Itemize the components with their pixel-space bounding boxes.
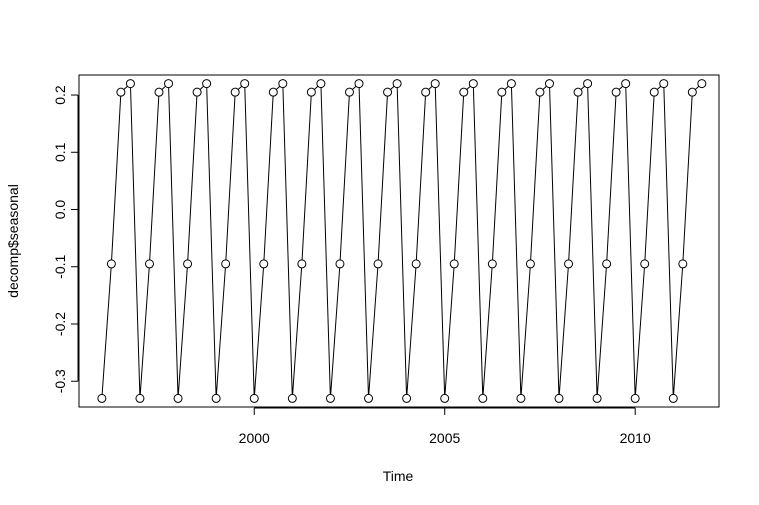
data-point	[678, 259, 688, 269]
data-point	[230, 87, 240, 97]
data-point	[106, 259, 116, 269]
data-point	[411, 259, 421, 269]
data-point	[164, 79, 174, 89]
data-point	[144, 259, 154, 269]
data-point	[373, 259, 383, 269]
plot-box	[78, 74, 720, 408]
y-tick-label: -0.2	[52, 312, 68, 336]
data-point	[354, 79, 364, 89]
data-point	[659, 79, 669, 89]
x-tick-label: 2000	[239, 430, 270, 446]
data-point	[116, 87, 126, 97]
data-point	[449, 259, 459, 269]
data-point	[306, 87, 316, 97]
data-point	[211, 393, 221, 403]
data-point	[478, 393, 488, 403]
data-point	[383, 87, 393, 97]
data-point	[649, 87, 659, 97]
data-point	[516, 393, 526, 403]
data-point	[554, 393, 564, 403]
x-tick-label: 2010	[620, 430, 651, 446]
series-layer	[97, 79, 707, 403]
x-axis: 2000 2005 2010	[239, 407, 651, 446]
data-point	[421, 87, 431, 97]
data-point	[268, 87, 278, 97]
y-tick-label: -0.1	[52, 254, 68, 278]
data-point	[621, 79, 631, 89]
data-point	[402, 393, 412, 403]
data-point	[468, 79, 478, 89]
data-point	[630, 393, 640, 403]
data-point	[192, 87, 202, 97]
data-point	[344, 87, 354, 97]
data-point	[611, 87, 621, 97]
data-point	[325, 393, 335, 403]
data-point	[135, 393, 145, 403]
y-tick-label: -0.3	[52, 369, 68, 393]
data-point	[535, 87, 545, 97]
y-tick-label: 0.1	[52, 142, 68, 162]
data-point	[240, 79, 250, 89]
data-point	[221, 259, 231, 269]
y-tick-label: 0.2	[52, 85, 68, 105]
data-point	[592, 393, 602, 403]
data-point	[487, 259, 497, 269]
data-point	[697, 79, 707, 89]
x-tick-label: 2005	[429, 430, 460, 446]
data-point	[259, 259, 269, 269]
data-point	[287, 393, 297, 403]
data-point	[459, 87, 469, 97]
data-point	[573, 87, 583, 97]
data-point	[602, 259, 612, 269]
data-point	[97, 393, 107, 403]
data-point	[364, 393, 374, 403]
data-point	[154, 87, 164, 97]
data-point	[583, 79, 593, 89]
data-point	[497, 87, 507, 97]
data-point	[440, 393, 450, 403]
data-point	[202, 79, 212, 89]
data-point	[430, 79, 440, 89]
data-point	[125, 79, 135, 89]
y-axis: -0.3 -0.2 -0.1 0.0 0.1 0.2	[52, 85, 79, 393]
data-point	[183, 259, 193, 269]
data-point	[278, 79, 288, 89]
data-point	[506, 79, 516, 89]
data-point	[687, 87, 697, 97]
data-point	[297, 259, 307, 269]
data-point	[173, 393, 183, 403]
y-tick-label: 0.0	[52, 200, 68, 220]
data-point	[392, 79, 402, 89]
data-point	[335, 259, 345, 269]
data-point	[249, 393, 259, 403]
x-axis-label: Time	[383, 468, 414, 484]
data-point	[564, 259, 574, 269]
series-line	[101, 82, 703, 399]
y-axis-label: decomp$seasonal	[5, 184, 21, 298]
data-point	[544, 79, 554, 89]
data-point	[668, 393, 678, 403]
data-point	[525, 259, 535, 269]
data-point	[640, 259, 650, 269]
data-point	[316, 79, 326, 89]
